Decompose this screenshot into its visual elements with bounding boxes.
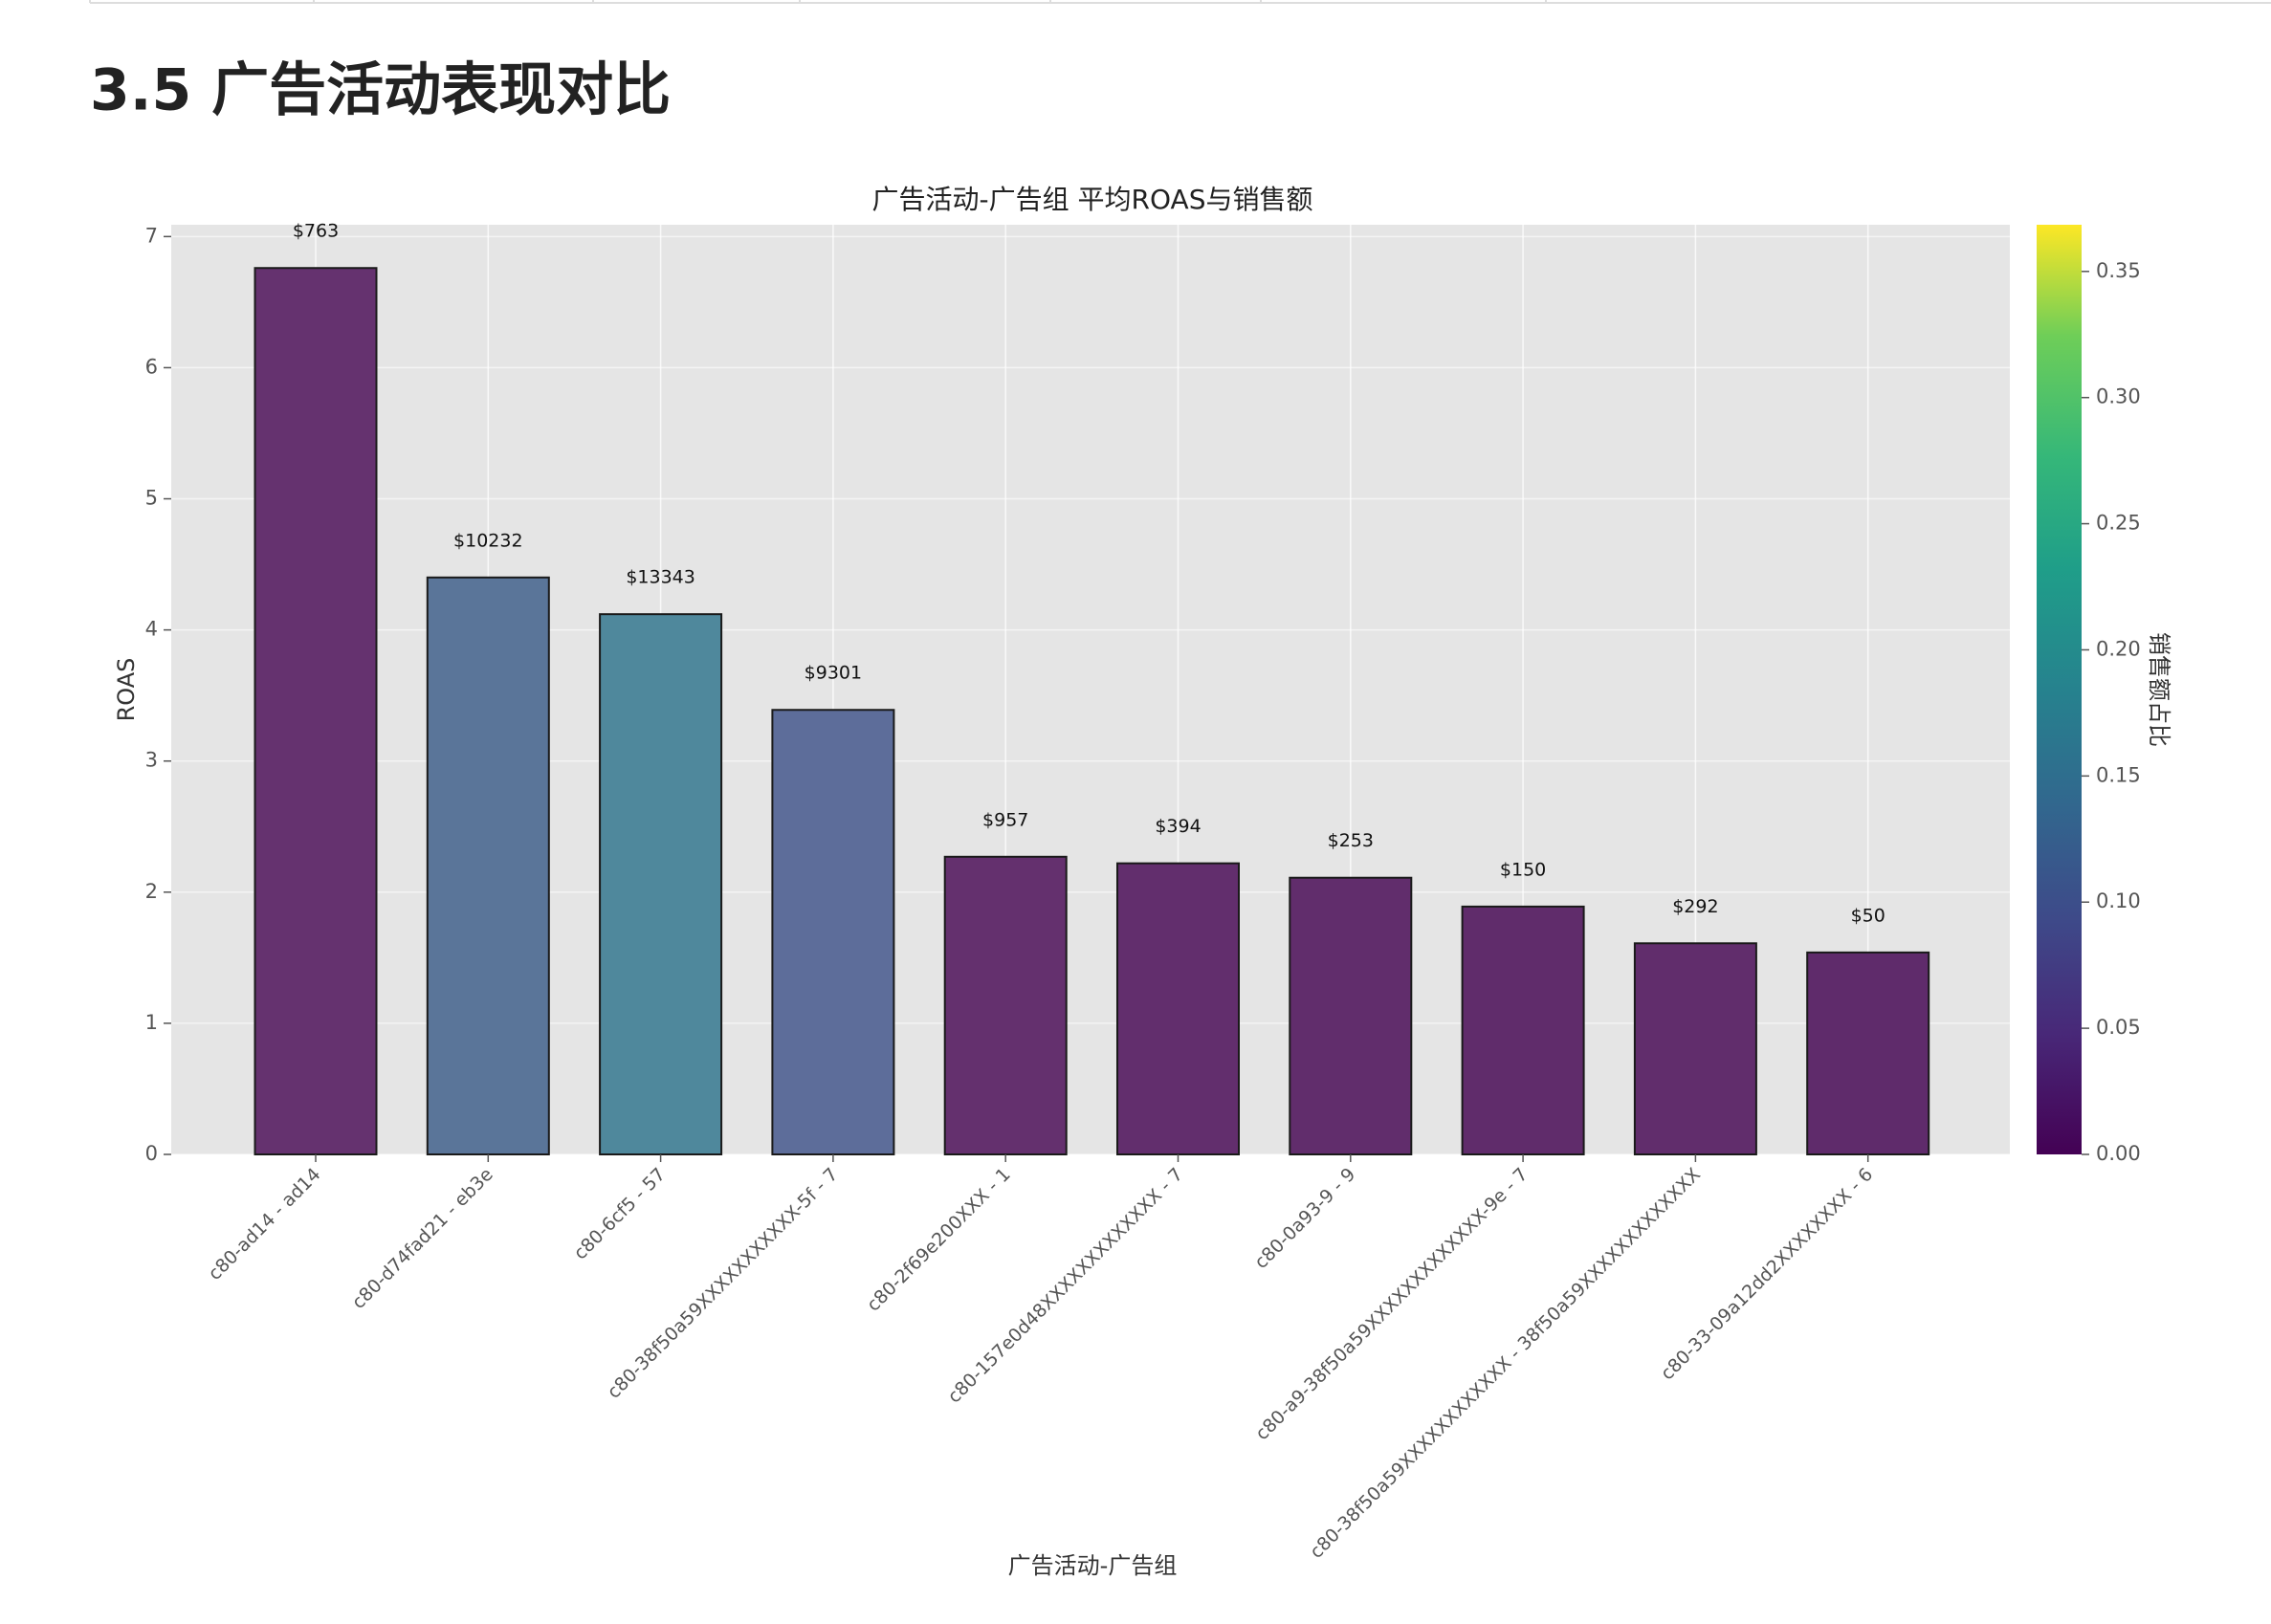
bar [771,709,895,1155]
value-label: $13343 [626,567,695,588]
x-tick-label: c80-33-09a12dd2XXXXXXXX - 6 [1657,1164,1877,1384]
colorbar-tick-label: 0.15 [2096,763,2141,786]
bar [1289,876,1413,1155]
value-label: $292 [1672,896,1718,917]
value-label: $150 [1500,859,1546,880]
y-tick-label: 1 [145,1011,158,1034]
bar [1806,951,1930,1155]
value-label: $50 [1851,905,1885,926]
table-edge [89,0,2271,4]
bar [254,267,378,1155]
x-tick-label: c80-0a93-9 - 9 [1250,1164,1359,1273]
x-tick-label: c80-a9-38f50a59XXXXXXXXXXXXX-9e - 7 [1251,1164,1532,1444]
x-tick-label: c80-d74fad21 - eb3e [348,1164,497,1313]
y-tick-label: 3 [145,749,158,772]
colorbar-tick-label: 0.00 [2096,1142,2141,1165]
y-tick-label: 2 [145,880,158,903]
x-tick-label: c80-38f50a59XXXXXXXXXXXX - 38f50a59XXXXX… [1306,1164,1705,1563]
bar [1633,942,1757,1155]
x-tick-label: c80-6cf5 - 57 [570,1164,671,1264]
colorbar-tick-label: 0.35 [2096,259,2141,282]
value-label: $957 [982,809,1028,830]
y-tick-label: 0 [145,1142,158,1165]
value-label: $10232 [453,530,523,551]
y-tick-label: 6 [145,355,158,378]
bar [599,613,723,1155]
value-label: $253 [1328,830,1374,851]
value-label: $9301 [805,663,862,684]
chart-title: 广告活动-广告组 平均ROAS与销售额 [872,184,1313,215]
colorbar [2037,225,2082,1154]
y-tick-label: 7 [145,224,158,247]
colorbar-tick-label: 0.10 [2096,889,2141,912]
colorbar-tick-label: 0.20 [2096,637,2141,660]
section-heading: 3.5 广告活动表现对比 [90,57,671,124]
value-label: $394 [1155,816,1201,837]
bar [1461,905,1585,1156]
bar [1116,862,1240,1155]
colorbar-tick-label: 0.30 [2096,385,2141,408]
y-axis-label: ROAS [113,658,140,722]
x-tick-label: c80-ad14 - ad14 [205,1164,325,1284]
colorbar-tick-label: 0.05 [2096,1016,2141,1039]
bar [426,576,550,1155]
x-tick-label: c80-2f69e200XXX - 1 [863,1164,1015,1316]
y-tick-label: 4 [145,618,158,641]
x-axis-label: 广告活动-广告组 [1008,1552,1178,1579]
colorbar-label: 销售额占比 [2146,632,2172,747]
bar [943,855,1068,1155]
y-tick-label: 5 [145,487,158,510]
colorbar-tick-label: 0.25 [2096,512,2141,535]
value-label: $763 [293,221,339,242]
